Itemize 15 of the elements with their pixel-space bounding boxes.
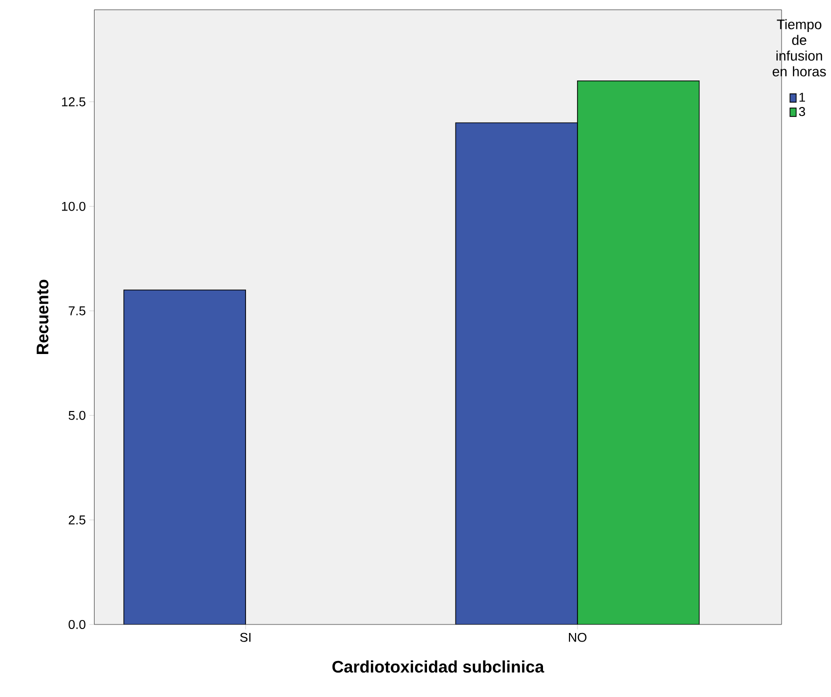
y-tick-label: 10.0	[62, 202, 86, 211]
bar	[455, 122, 578, 624]
y-tick-label: 7.5	[68, 306, 86, 316]
y-tick-label: 0.0	[68, 620, 86, 629]
legend-title: Tiempo de infusion en horas	[772, 19, 826, 76]
legend-label: 3	[799, 106, 806, 116]
x-axis-title: Cardiotoxicidad subclinica	[332, 660, 544, 673]
y-tick-label: 2.5	[68, 515, 86, 524]
legend-label: 1	[799, 92, 806, 102]
x-tick-label: NO	[568, 632, 586, 642]
y-tick-label: 12.5	[62, 97, 86, 106]
y-tick-label: 5.0	[68, 410, 86, 420]
y-axis-title: Recuento	[36, 280, 48, 354]
x-tick-label: SI	[240, 632, 250, 642]
bar	[123, 290, 246, 624]
